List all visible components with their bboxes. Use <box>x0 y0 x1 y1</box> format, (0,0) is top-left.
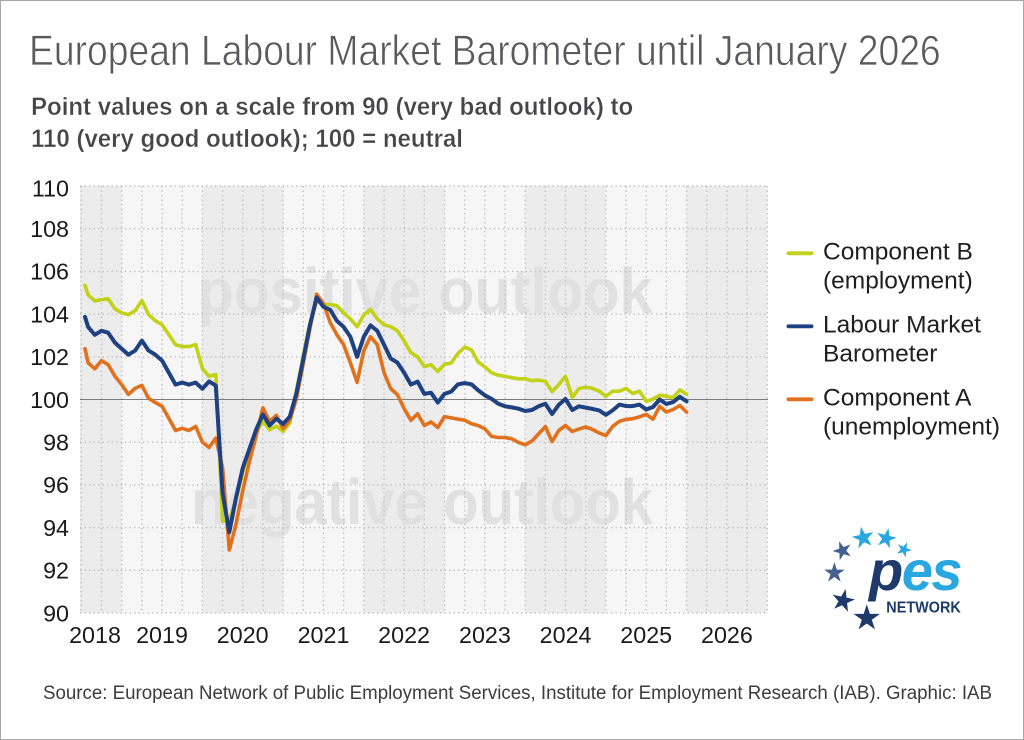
svg-text:104: 104 <box>30 301 69 327</box>
svg-text:96: 96 <box>43 472 69 498</box>
svg-text:2026: 2026 <box>701 622 753 648</box>
svg-text:2021: 2021 <box>298 622 350 648</box>
svg-text:pes: pes <box>867 539 961 602</box>
svg-text:2020: 2020 <box>217 622 269 648</box>
svg-text:Barometer: Barometer <box>823 341 937 368</box>
svg-text:(employment): (employment) <box>823 268 973 295</box>
svg-text:2019: 2019 <box>136 622 188 648</box>
svg-text:2022: 2022 <box>378 622 430 648</box>
svg-text:94: 94 <box>43 515 69 541</box>
svg-text:negative outlook: negative outlook <box>191 466 653 538</box>
svg-text:106: 106 <box>30 259 69 285</box>
svg-text:102: 102 <box>30 344 69 370</box>
svg-text:(unemployment): (unemployment) <box>823 414 1000 441</box>
svg-text:Source: European Network of Pu: Source: European Network of Public Emplo… <box>43 683 992 704</box>
svg-text:100: 100 <box>30 387 69 413</box>
svg-text:2025: 2025 <box>620 622 672 648</box>
svg-text:108: 108 <box>30 216 69 242</box>
svg-text:Component B: Component B <box>823 239 973 266</box>
svg-text:Labour Market: Labour Market <box>823 312 981 339</box>
svg-text:98: 98 <box>43 430 69 456</box>
svg-text:Component A: Component A <box>823 385 972 412</box>
svg-text:positive outlook: positive outlook <box>198 255 653 327</box>
svg-text:90: 90 <box>43 600 69 626</box>
svg-text:110: 110 <box>32 175 69 201</box>
svg-text:2023: 2023 <box>459 622 511 648</box>
svg-text:2018: 2018 <box>69 622 121 648</box>
svg-text:2024: 2024 <box>540 622 592 648</box>
svg-text:NETWORK: NETWORK <box>886 599 961 616</box>
svg-text:92: 92 <box>43 558 69 584</box>
